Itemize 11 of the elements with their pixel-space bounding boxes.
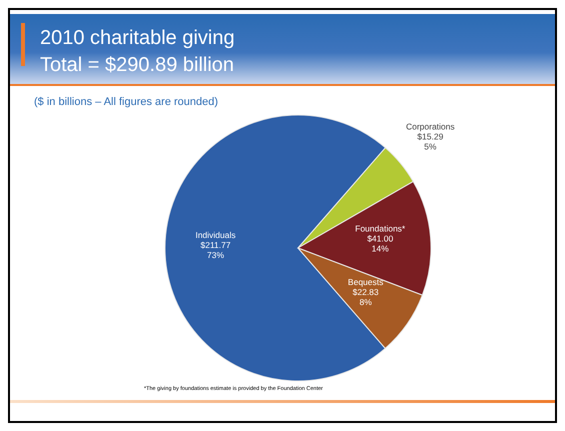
slice-label: Individuals (195, 230, 236, 240)
data-label: $41.00 14% (367, 233, 394, 254)
slice-label: Corporations (406, 122, 455, 132)
chart-subtitle: Total = $290.89 billion (40, 54, 234, 76)
text: ($ in billions – All figures are rounded) (34, 96, 218, 108)
chart-title: 2010 charitable giving (40, 27, 235, 49)
slice-label: Bequests (348, 277, 384, 288)
data-label: $15.29 5% (417, 132, 444, 152)
slice-label: Foundations* (355, 223, 406, 234)
data-label: $22.83 8% (352, 287, 379, 308)
data-label: $211.77 73% (200, 240, 231, 260)
